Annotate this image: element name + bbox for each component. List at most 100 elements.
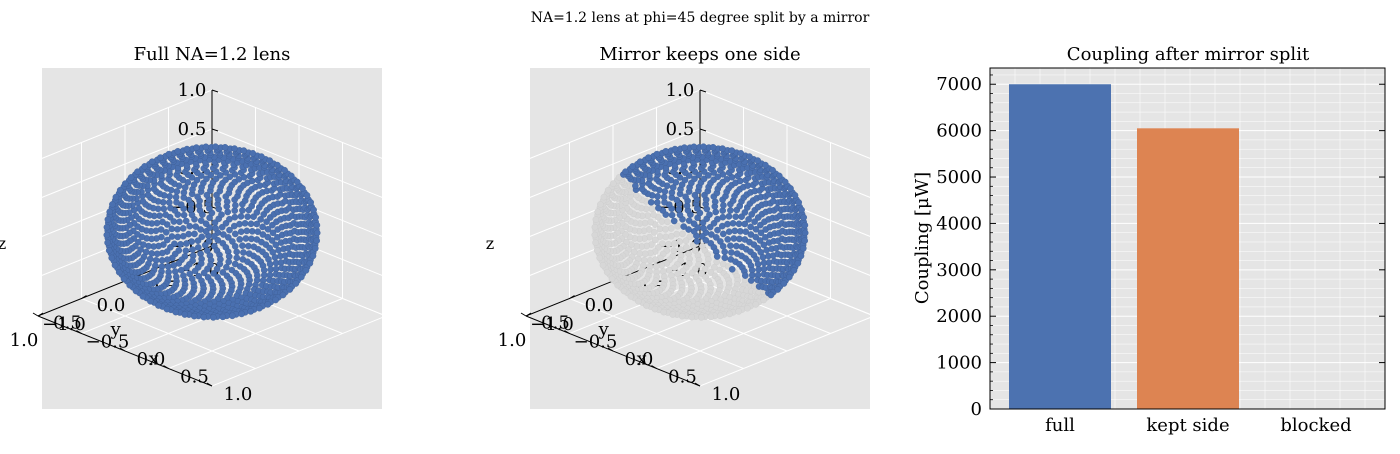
- y-tick-label: 0.0: [585, 295, 614, 316]
- kept-point: [247, 220, 255, 228]
- blocked-point: [674, 222, 682, 230]
- blocked-point: [608, 275, 616, 283]
- kept-point: [174, 147, 182, 155]
- blocked-point: [651, 305, 659, 313]
- blocked-point: [646, 257, 654, 264]
- kept-point: [751, 218, 758, 225]
- kept-point: [271, 254, 279, 261]
- blocked-point: [658, 218, 666, 225]
- kept-point: [719, 242, 727, 250]
- kept-point: [158, 257, 166, 264]
- y-tick: [569, 295, 575, 299]
- x-tick-label: −1.0: [42, 314, 86, 335]
- x-tick-label: full: [1045, 415, 1075, 436]
- blocked-point: [658, 262, 666, 269]
- blocked-point: [592, 216, 600, 223]
- kept-point: [629, 163, 636, 170]
- kept-point: [231, 213, 239, 221]
- x-tick-label: 0.5: [180, 367, 209, 388]
- blocked-point: [726, 310, 733, 318]
- kept-point: [141, 163, 148, 170]
- axes-frame: [989, 67, 1386, 410]
- x-axis-label: x: [149, 349, 159, 370]
- blocked-point: [683, 244, 690, 251]
- kept-point: [299, 185, 306, 192]
- x-tick-label: 1.0: [712, 384, 741, 405]
- kept-point: [103, 223, 111, 231]
- blocked-point: [679, 230, 686, 238]
- blocked-point: [650, 211, 658, 218]
- y-tick-label: 7000: [936, 74, 982, 95]
- kept-point: [193, 176, 201, 184]
- x-tick-label: −1.0: [530, 314, 574, 335]
- kept-point: [759, 254, 767, 261]
- kept-point: [745, 216, 752, 223]
- kept-point: [693, 237, 701, 245]
- z-tick: [211, 128, 219, 132]
- kept-point: [155, 302, 162, 309]
- x-axis-label: x: [637, 349, 647, 370]
- blocked-point: [648, 205, 656, 213]
- blocked-point: [640, 256, 648, 264]
- kept-point: [165, 199, 173, 206]
- kept-point: [170, 262, 178, 269]
- blocked-point: [635, 297, 642, 305]
- kept-point: [264, 233, 272, 241]
- kept-point: [670, 217, 678, 225]
- floor-gridline: [168, 298, 343, 369]
- kept-point: [728, 265, 736, 273]
- kept-point: [134, 168, 141, 175]
- kept-point: [313, 221, 321, 229]
- panel-full-lens: Full NA=1.2 lens −1.0−0.50.00.51.0−1.0−0…: [0, 44, 387, 409]
- kept-point: [202, 220, 210, 227]
- blocked-point: [662, 225, 669, 233]
- blocked-point: [643, 302, 650, 309]
- kept-point: [157, 154, 164, 161]
- kept-point: [682, 193, 689, 201]
- z-tick: [699, 128, 707, 132]
- blocked-point: [662, 233, 670, 241]
- kept-point: [752, 233, 760, 241]
- blocked-point: [688, 313, 696, 321]
- blocked-point: [666, 266, 673, 274]
- kept-point: [106, 208, 113, 216]
- kept-point: [194, 237, 202, 244]
- kept-point: [730, 235, 738, 242]
- y-tick: [37, 312, 44, 317]
- bar-kept-side: [1137, 128, 1239, 409]
- kept-point: [742, 228, 750, 235]
- kept-point: [173, 188, 181, 195]
- kept-point: [754, 157, 762, 164]
- kept-point: [194, 193, 201, 201]
- kept-point: [221, 143, 229, 151]
- x-tick-label: 0.5: [668, 367, 697, 388]
- kept-point: [202, 143, 210, 151]
- kept-point: [104, 216, 112, 223]
- kept-point: [691, 191, 699, 199]
- x-tick-label: 0.0: [625, 349, 654, 370]
- z-axis-label: z: [0, 234, 6, 253]
- kept-point: [194, 244, 202, 251]
- kept-point: [241, 219, 249, 227]
- kept-point: [260, 271, 268, 279]
- wall-gridline: [37, 89, 213, 161]
- blocked-point: [664, 218, 671, 226]
- y-tick-label: 4000: [936, 213, 982, 234]
- kept-point: [733, 242, 740, 250]
- kept-point: [182, 217, 190, 225]
- z-axis-label: z: [486, 234, 494, 253]
- panel-title: Mirror keeps one side: [599, 44, 800, 65]
- blocked-point: [614, 281, 622, 289]
- kept-point: [183, 240, 190, 247]
- wall-gridline: [699, 128, 875, 200]
- kept-point: [180, 211, 188, 219]
- kept-point: [797, 252, 805, 260]
- blocked-point: [656, 233, 664, 240]
- panel-mirror-split: Mirror keeps one side −1.0−0.50.00.51.0−…: [486, 44, 875, 409]
- x-tick-label: 0.0: [137, 349, 166, 370]
- x-tick: [694, 382, 701, 387]
- kept-point: [719, 213, 727, 221]
- kept-point: [671, 145, 679, 153]
- blocked-point: [594, 208, 602, 216]
- kept-point: [794, 259, 802, 267]
